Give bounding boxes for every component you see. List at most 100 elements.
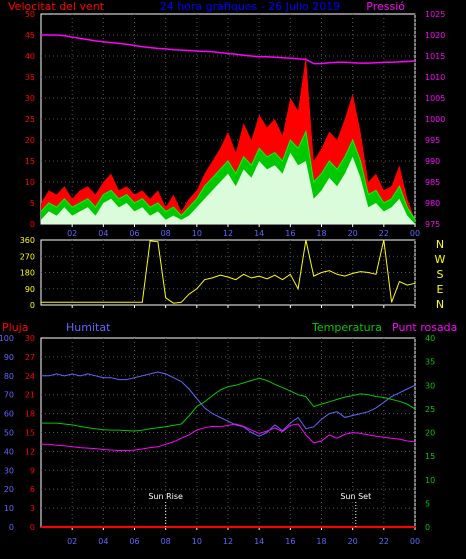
wind-ytick-label: 35: [25, 73, 35, 82]
compass-label: W: [435, 253, 446, 266]
climate-xtick-label: 10: [192, 537, 202, 546]
rain-ytick-label: 6: [30, 485, 35, 494]
humidity-ytick-label: 0: [9, 523, 14, 532]
pressure-ytick-label: 1015: [425, 52, 445, 61]
temperature-ytick-label: 5: [425, 499, 430, 508]
wind-ytick-label: 45: [25, 31, 35, 40]
pressure-ytick-label: 975: [425, 220, 440, 229]
header-left-label: Velocitat del vent: [8, 0, 105, 13]
direction-line: [41, 239, 416, 304]
sun-event-label: Sun Rise: [148, 492, 183, 501]
wind-xtick-label: 18: [316, 229, 326, 238]
humidity-ytick-label: 70: [4, 391, 14, 400]
wind-xtick-label: 00: [410, 229, 420, 238]
temperature-axis-label: Temperatura: [311, 321, 382, 334]
rain-ytick-label: 21: [25, 391, 35, 400]
compass-label: N: [436, 238, 444, 251]
rain-ytick-label: 0: [30, 523, 35, 532]
temperature-ytick-label: 15: [425, 452, 435, 461]
humidity-ytick-label: 60: [4, 410, 14, 419]
pressure-line: [41, 34, 416, 65]
pressure-ytick-label: 990: [425, 157, 440, 166]
rain-ytick-label: 12: [25, 447, 35, 456]
wind-xtick-label: 16: [285, 229, 295, 238]
temperature-ytick-label: 35: [425, 358, 435, 367]
pressure-ytick-label: 1000: [425, 115, 445, 124]
pressure-ytick-label: 995: [425, 136, 440, 145]
climate-xtick-label: 04: [98, 537, 108, 546]
wind-xtick-label: 14: [254, 229, 264, 238]
compass-label: E: [437, 283, 444, 296]
wind-xtick-label: 12: [223, 229, 233, 238]
direction-ytick-label: 0: [30, 301, 35, 310]
wind-ytick-label: 30: [25, 94, 35, 103]
wind-ytick-label: 40: [25, 52, 35, 61]
temperature-ytick-label: 40: [425, 334, 435, 343]
pressure-ytick-label: 1010: [425, 73, 445, 82]
direction-ytick-label: 270: [20, 252, 35, 261]
dewpoint-axis-label: Punt rosada: [392, 321, 457, 334]
humidity-ytick-label: 30: [4, 466, 14, 475]
humidity-ytick-label: 40: [4, 447, 14, 456]
direction-ytick-label: 90: [25, 285, 35, 294]
header-right-label: Pressió: [366, 0, 405, 13]
wind-ytick-label: 15: [25, 157, 35, 166]
wind-ytick-label: 50: [25, 10, 35, 19]
pressure-ytick-label: 1005: [425, 94, 445, 103]
climate-xtick-label: 00: [410, 537, 420, 546]
pressure-ytick-label: 980: [425, 199, 440, 208]
climate-series-punt-rosada: [41, 423, 416, 451]
wind-xtick-label: 06: [129, 229, 139, 238]
climate-xtick-label: 14: [254, 537, 264, 546]
wind-xtick-label: 04: [98, 229, 108, 238]
temperature-ytick-label: 20: [425, 429, 435, 438]
wind-xtick-label: 22: [379, 229, 389, 238]
rain-ytick-label: 18: [25, 410, 35, 419]
rain-ytick-label: 15: [25, 429, 35, 438]
humidity-ytick-label: 20: [4, 485, 14, 494]
pressure-ytick-label: 1020: [425, 31, 445, 40]
humidity-axis-label: Humitat: [66, 321, 111, 334]
climate-xtick-label: 16: [285, 537, 295, 546]
rain-ytick-label: 30: [25, 334, 35, 343]
wind-ytick-label: 0: [30, 220, 35, 229]
rain-ytick-label: 27: [25, 353, 35, 362]
rain-axis-label: Pluja: [2, 321, 28, 334]
climate-xtick-label: 18: [316, 537, 326, 546]
pressure-ytick-label: 1025: [425, 10, 445, 19]
temperature-ytick-label: 0: [425, 523, 430, 532]
wind-ytick-label: 25: [25, 115, 35, 124]
climate-xtick-label: 08: [161, 537, 171, 546]
pressure-ytick-label: 985: [425, 178, 440, 187]
compass-label: N: [436, 298, 444, 311]
climate-xtick-label: 12: [223, 537, 233, 546]
humidity-ytick-label: 50: [4, 429, 14, 438]
temperature-ytick-label: 25: [425, 405, 435, 414]
wind-ytick-label: 5: [30, 199, 35, 208]
header-center-label: 24 hora gràfiques - 26 Julio 2019: [160, 0, 341, 13]
climate-xtick-label: 22: [379, 537, 389, 546]
direction-ytick-label: 180: [20, 269, 35, 278]
sun-event-label: Sun Set: [340, 492, 371, 501]
wind-ytick-label: 20: [25, 136, 35, 145]
humidity-ytick-label: 80: [4, 372, 14, 381]
compass-label: S: [437, 268, 444, 281]
humidity-ytick-label: 10: [4, 504, 14, 513]
rain-ytick-label: 24: [25, 372, 35, 381]
climate-series-humitat: [41, 371, 416, 437]
wind-ytick-label: 10: [25, 178, 35, 187]
climate-xtick-label: 06: [129, 537, 139, 546]
wind-xtick-label: 20: [348, 229, 358, 238]
climate-series-temperatura: [41, 377, 416, 432]
temperature-ytick-label: 30: [425, 381, 435, 390]
temperature-ytick-label: 10: [425, 476, 435, 485]
wind-series-velocitat: [41, 152, 415, 224]
humidity-ytick-label: 100: [0, 334, 14, 343]
wind-xtick-label: 10: [192, 229, 202, 238]
rain-ytick-label: 3: [30, 504, 35, 513]
wind-xtick-label: 08: [161, 229, 171, 238]
wind-avg-line: [40, 129, 416, 221]
climate-xtick-label: 20: [348, 537, 358, 546]
